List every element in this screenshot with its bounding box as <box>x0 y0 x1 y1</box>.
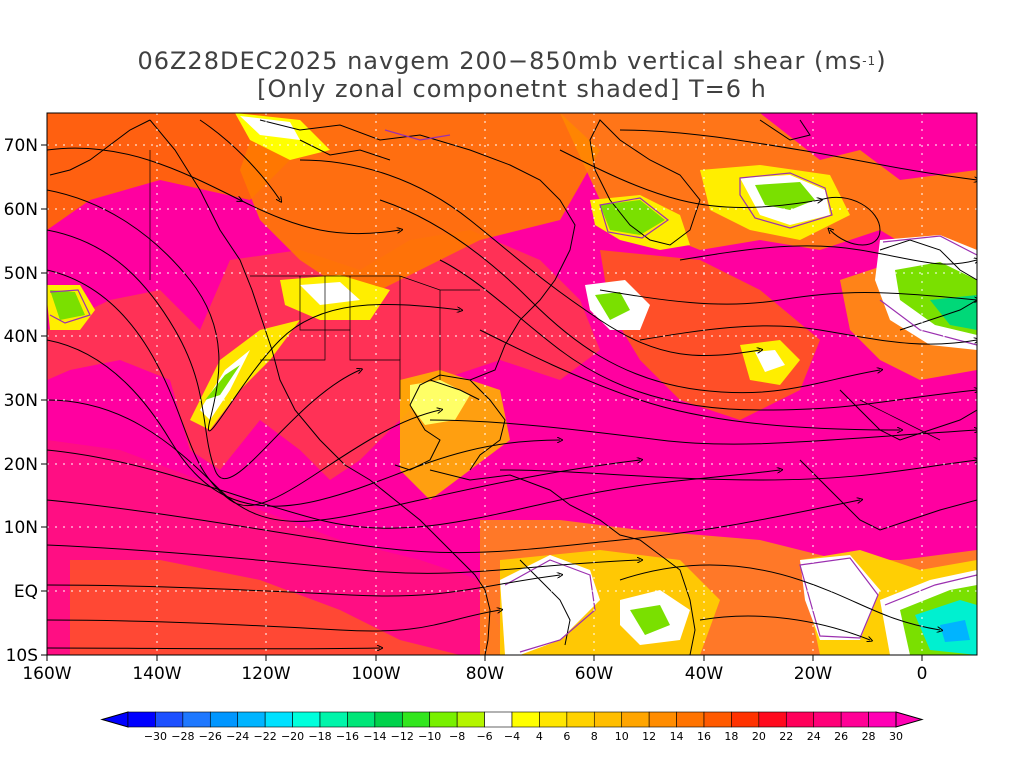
colorbar-label: 26 <box>834 730 848 743</box>
coastlines <box>49 119 977 655</box>
colorbar-swatch <box>868 711 897 728</box>
colorbar-swatch <box>731 711 760 728</box>
colorbar-swatch <box>209 711 239 728</box>
chart-title-line2: [Only zonal componetnt shaded] T=6 h <box>257 75 767 103</box>
colorbar-label: −28 <box>171 730 194 743</box>
colorbar-label: −10 <box>418 730 441 743</box>
colorbar-swatch <box>456 711 485 728</box>
lat-ticks <box>41 144 47 656</box>
colorbar-label: 28 <box>862 730 876 743</box>
colorbar-min-arrow <box>100 711 129 728</box>
colorbar-swatch <box>292 711 321 728</box>
lat-label: 60N <box>4 200 38 220</box>
lon-labels: 160W 140W 120W 100W 80W 60W 40W 20W 0 <box>22 664 927 684</box>
colorbar-swatch <box>511 711 540 728</box>
colorbar-swatch <box>347 711 376 728</box>
colorbar-label: −8 <box>449 730 465 743</box>
lat-label: 40N <box>4 327 38 347</box>
colorbar-label: 24 <box>807 730 821 743</box>
colorbar-label: −14 <box>363 730 386 743</box>
lon-label: 100W <box>351 664 400 684</box>
colorbar-label: −12 <box>391 730 414 743</box>
colorbar-label: −26 <box>199 730 222 743</box>
colorbar-label: −24 <box>226 730 249 743</box>
lon-label: 60W <box>575 664 614 684</box>
colorbar-label: −6 <box>476 730 492 743</box>
colorbar-swatch <box>648 711 677 728</box>
lat-label: 20N <box>4 455 38 475</box>
colorbar-label: −16 <box>336 730 359 743</box>
colorbar-swatch <box>566 711 595 728</box>
colorbar-label: 4 <box>536 730 543 743</box>
lat-labels: 70N 60N 50N 40N 30N 20N 10N EQ 10S <box>4 136 38 666</box>
colorbar-max-arrow <box>895 711 924 728</box>
colorbar-label: 16 <box>697 730 711 743</box>
zero-contours <box>49 129 977 653</box>
colorbar-swatch <box>593 711 623 728</box>
colorbar-label: 30 <box>889 730 903 743</box>
colorbar-swatch <box>840 711 869 728</box>
lon-label: 120W <box>241 664 290 684</box>
colorbar-swatch <box>401 711 431 728</box>
colorbar-label: −20 <box>281 730 304 743</box>
wind-streamlines <box>47 119 977 649</box>
plot-frame <box>46 112 978 656</box>
colorbar-label: 22 <box>779 730 793 743</box>
colorbar-swatch <box>676 711 705 728</box>
colorbar-label: 20 <box>752 730 766 743</box>
colorbar-swatch <box>429 711 458 728</box>
lon-label: 80W <box>466 664 505 684</box>
colorbar-swatch <box>237 711 266 728</box>
lon-label: 40W <box>685 664 724 684</box>
colorbar-swatch <box>484 711 513 728</box>
colorbar-swatch <box>264 711 293 728</box>
political-boundaries <box>149 150 941 441</box>
lon-label: 20W <box>794 664 833 684</box>
lon-label: 140W <box>132 664 181 684</box>
colorbar-swatch <box>182 711 211 728</box>
lon-ticks <box>46 655 923 661</box>
gridlines <box>47 113 977 655</box>
colorbar-label: 10 <box>615 730 629 743</box>
lat-label: EQ <box>14 582 38 602</box>
lat-label: 70N <box>4 136 38 156</box>
colorbar-swatch <box>813 711 842 728</box>
chart-title-line1: 06Z28DEC2025 navgem 200−850mb vertical s… <box>137 47 887 75</box>
colorbar-label: 6 <box>563 730 570 743</box>
colorbar-swatch <box>758 711 787 728</box>
colorbar-label: −22 <box>254 730 277 743</box>
colorbar-swatch <box>539 711 568 728</box>
lat-label: 10N <box>4 518 38 538</box>
colorbar-swatch <box>703 711 732 728</box>
lat-label: 10S <box>6 646 38 666</box>
colorbar-swatch <box>319 711 348 728</box>
lat-label: 30N <box>4 391 38 411</box>
colorbar-label: −4 <box>504 730 520 743</box>
colorbar: −30 −28 −26 −24 −22 −20 −18 −16 −14 −12 −10 −8 −6 −4 4… <box>100 711 924 743</box>
lon-label: 160W <box>22 664 71 684</box>
colorbar-label: 18 <box>724 730 738 743</box>
colorbar-label: −30 <box>144 730 167 743</box>
colorbar-label: 14 <box>670 730 684 743</box>
lon-label: 0 <box>917 664 928 684</box>
colorbar-swatch <box>374 711 403 728</box>
colorbar-label: −18 <box>308 730 331 743</box>
colorbar-label: 12 <box>642 730 656 743</box>
colorbar-swatch <box>155 711 184 728</box>
colorbar-swatch <box>127 711 156 728</box>
colorbar-swatch <box>621 711 650 728</box>
colorbar-label: 8 <box>591 730 598 743</box>
lat-label: 50N <box>4 264 38 284</box>
colorbar-swatch <box>785 711 815 728</box>
shear-field <box>47 113 977 655</box>
